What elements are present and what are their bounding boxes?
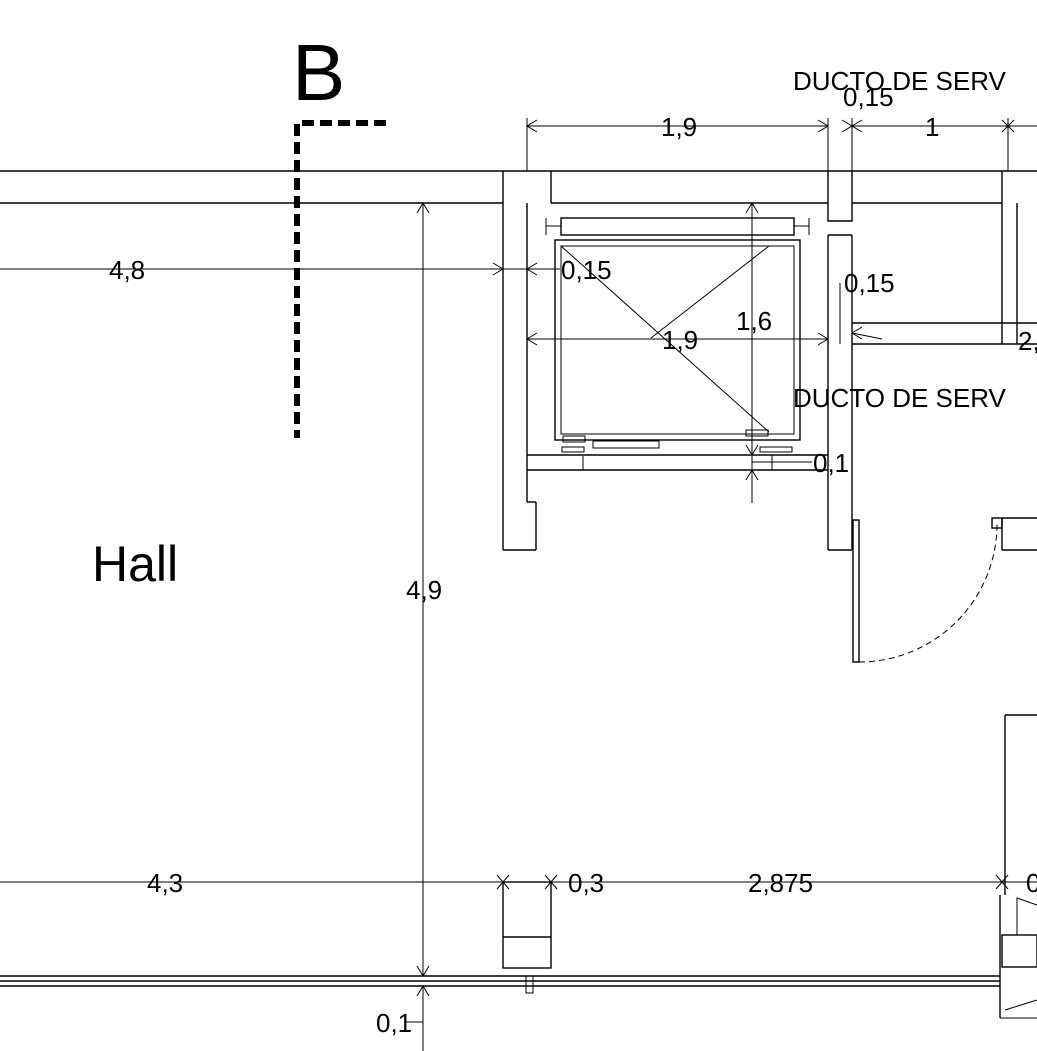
dim-bottom-0-1: 0,1 bbox=[376, 1008, 412, 1038]
duct-label-middle: DUCTO DE SERV bbox=[793, 383, 1007, 413]
dim-bottom-0: 0 bbox=[1026, 868, 1037, 898]
dim-shaft-0-15: 0,15 bbox=[561, 255, 612, 285]
dim-top-0-15: 0,15 bbox=[843, 82, 894, 112]
dim-cut-2: 2, bbox=[1018, 326, 1037, 356]
section-cut-line bbox=[294, 120, 386, 438]
top-wall bbox=[0, 170, 1037, 204]
dim-left-4-8: 4,8 bbox=[109, 255, 145, 285]
dimension-texts: 1,9 0,15 1 4,8 0,15 0,15 2, 1,9 1,6 0,1 … bbox=[109, 82, 1037, 1038]
dim-cabin-1-9: 1,9 bbox=[662, 325, 698, 355]
dim-bottom-2-875: 2,875 bbox=[748, 868, 813, 898]
bottom-column bbox=[502, 881, 552, 969]
dim-bottom-0-3: 0,3 bbox=[568, 868, 604, 898]
dim-cabin-0-1: 0,1 bbox=[813, 448, 849, 478]
door bbox=[852, 517, 1037, 663]
dim-top-1: 1 bbox=[925, 112, 939, 142]
duct-label-top: DUCTO DE SERV bbox=[793, 66, 1007, 96]
dim-top-1-9: 1,9 bbox=[661, 112, 697, 142]
room-label-hall: Hall bbox=[92, 536, 178, 592]
dim-vert-4-9: 4,9 bbox=[406, 575, 442, 605]
elevator-shaft-walls bbox=[502, 171, 1037, 551]
dim-cabin-1-6: 1,6 bbox=[736, 306, 772, 336]
dim-bottom-4-3: 4,3 bbox=[147, 868, 183, 898]
bottom-wall bbox=[0, 975, 1000, 994]
lower-right-wall bbox=[999, 714, 1037, 1019]
section-marker-label: B bbox=[292, 28, 345, 117]
dim-wall-0-15: 0,15 bbox=[844, 268, 895, 298]
dimension-lines bbox=[0, 118, 1037, 1051]
